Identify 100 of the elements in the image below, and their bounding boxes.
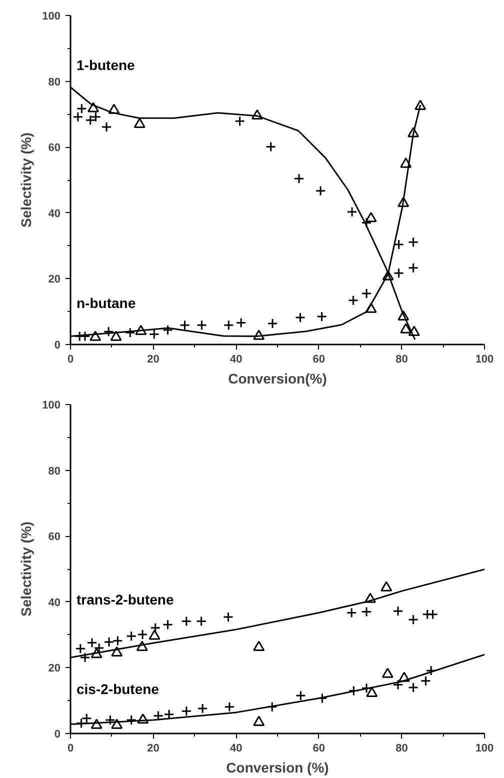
point (295, 312, 306, 323)
point (124, 327, 136, 338)
point (294, 173, 304, 184)
x-tick-label: 20 (147, 742, 160, 754)
point (394, 239, 404, 250)
point (134, 118, 146, 128)
point (392, 680, 404, 690)
point (420, 676, 431, 686)
point (80, 652, 90, 663)
point (162, 619, 174, 630)
point (137, 713, 149, 724)
y-tick-label: 60 (48, 531, 61, 544)
point (110, 330, 122, 341)
point (382, 270, 394, 280)
point (103, 326, 114, 337)
y-tick-label: 60 (48, 142, 61, 154)
point (266, 142, 276, 152)
point (224, 702, 235, 712)
point (366, 686, 378, 697)
point (150, 622, 161, 634)
point (101, 122, 112, 132)
point (428, 609, 438, 620)
point (392, 606, 404, 616)
point (236, 318, 246, 328)
point (346, 608, 357, 618)
point (111, 718, 123, 729)
point (364, 592, 376, 603)
point (365, 302, 377, 313)
point (251, 109, 263, 120)
point (266, 702, 278, 712)
point (253, 640, 265, 651)
point (197, 703, 208, 714)
point (426, 665, 436, 676)
point (394, 268, 404, 278)
x-tick-label: 80 (396, 742, 408, 754)
point (104, 636, 114, 648)
series-label: cis-2-butene (76, 681, 160, 698)
point (222, 612, 234, 622)
point (126, 714, 137, 726)
x-tick-label: 100 (475, 354, 494, 366)
point (181, 616, 192, 627)
point (398, 196, 410, 207)
point (414, 100, 426, 110)
point (90, 718, 102, 729)
point (104, 714, 116, 726)
y-tick-label: 100 (42, 400, 61, 412)
x-tick-label: 0 (67, 742, 74, 754)
point (408, 326, 420, 336)
point (72, 112, 84, 122)
y-tick-label: 0 (54, 728, 61, 740)
point (315, 186, 326, 196)
point (400, 158, 412, 168)
x-axis-title: Conversion (%) (226, 760, 329, 776)
point (196, 616, 207, 627)
y-tick-label: 80 (48, 76, 61, 88)
point (380, 581, 392, 592)
x-tick-label: 60 (312, 742, 326, 754)
point (408, 614, 419, 625)
point (148, 630, 160, 640)
point (408, 262, 419, 274)
x-tick-label: 60 (312, 354, 326, 366)
y-tick-label: 0 (54, 340, 61, 352)
point (348, 295, 359, 306)
point (316, 311, 328, 322)
x-tick-label: 40 (230, 742, 242, 754)
point (361, 288, 372, 299)
point (94, 642, 104, 654)
point (316, 693, 328, 704)
point (148, 329, 160, 340)
point (361, 606, 372, 618)
point (180, 320, 190, 330)
point (153, 710, 164, 721)
point (108, 104, 120, 114)
y-tick-label: 80 (48, 465, 61, 478)
point (86, 637, 98, 648)
y-tick-label: 20 (48, 662, 61, 675)
x-tick-label: 80 (396, 354, 408, 366)
point (136, 640, 148, 651)
y-axis-title: Selectivity (%) (18, 132, 34, 228)
point (76, 103, 87, 114)
point (361, 682, 372, 694)
x-tick-label: 20 (147, 354, 160, 366)
point (88, 102, 100, 112)
x-axis-title: Conversion(%) (228, 370, 327, 386)
point (223, 320, 234, 330)
point (234, 116, 246, 126)
point (267, 318, 278, 329)
point (398, 310, 410, 320)
point (137, 629, 148, 640)
point (126, 630, 137, 642)
point (90, 330, 102, 341)
point (90, 648, 102, 658)
point (162, 324, 174, 336)
point (135, 324, 147, 335)
point (253, 716, 265, 726)
point (361, 218, 372, 228)
point (253, 330, 265, 340)
point (295, 690, 306, 701)
y-tick-label: 40 (48, 596, 61, 609)
point (196, 320, 207, 330)
